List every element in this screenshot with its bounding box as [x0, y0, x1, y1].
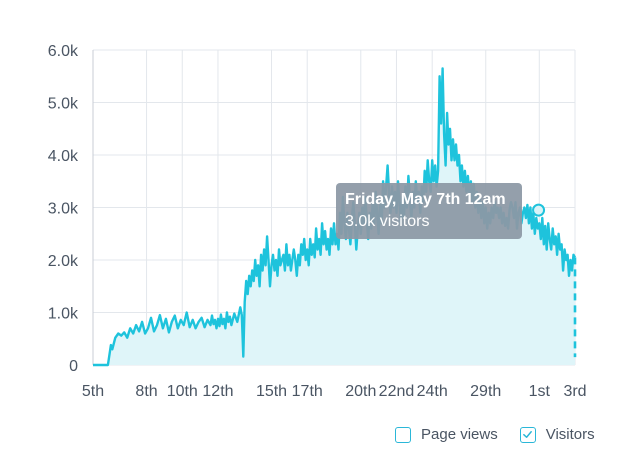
visitors-area-fill	[93, 68, 575, 366]
tooltip-value: 3.0k visitors	[345, 213, 430, 230]
visitors-checkbox[interactable]	[519, 426, 536, 443]
highlighted-point	[532, 203, 546, 217]
x-tick-label-10: 1st	[529, 383, 551, 400]
y-tick-label-2: 2.0k	[48, 253, 79, 270]
legend-page-views-toggle[interactable]: Page views	[395, 426, 498, 443]
x-tick-label-8: 24th	[417, 383, 448, 400]
y-tick-label-5: 5.0k	[48, 96, 79, 113]
x-tick-label-2: 10th	[167, 383, 198, 400]
x-tick-label-6: 20th	[345, 383, 376, 400]
y-tick-label-6: 6.0k	[48, 43, 79, 60]
x-tick-label-7: 22nd	[379, 383, 415, 400]
page-views-checkbox[interactable]	[395, 426, 411, 443]
chart-tooltip: Friday, May 7th 12am 3.0k visitors	[336, 183, 522, 239]
x-tick-label-0: 5th	[82, 383, 104, 400]
legend-visitors-toggle[interactable]: Visitors	[519, 426, 595, 443]
tooltip-title: Friday, May 7th 12am	[345, 191, 506, 208]
y-tick-label-1: 1.0k	[48, 306, 79, 323]
y-tick-label-0: 0	[69, 358, 78, 375]
x-tick-label-9: 29th	[470, 383, 501, 400]
legend-visitors-label: Visitors	[545, 426, 595, 443]
visitors-area-chart: 0 1.0k 2.0k 3.0k 4.0k 5.0k 6.0k 5th 8th 10th 12th 1…	[48, 43, 587, 400]
checkmark-icon	[522, 430, 532, 438]
y-tick-label-3: 3.0k	[48, 201, 79, 218]
chart-legend: Page views Visitors	[395, 426, 617, 443]
x-tick-label-1: 8th	[135, 383, 157, 400]
x-tick-label-3: 12th	[202, 383, 233, 400]
axis-labels: 0 1.0k 2.0k 3.0k 4.0k 5.0k 6.0k 5th 8th 10th 12th 1…	[48, 43, 587, 400]
x-tick-label-11: 3rd	[563, 383, 586, 400]
x-tick-label-4: 15th	[256, 383, 287, 400]
x-tick-label-5: 17th	[292, 383, 323, 400]
legend-page-views-label: Page views	[421, 426, 498, 443]
y-tick-label-4: 4.0k	[48, 148, 79, 165]
